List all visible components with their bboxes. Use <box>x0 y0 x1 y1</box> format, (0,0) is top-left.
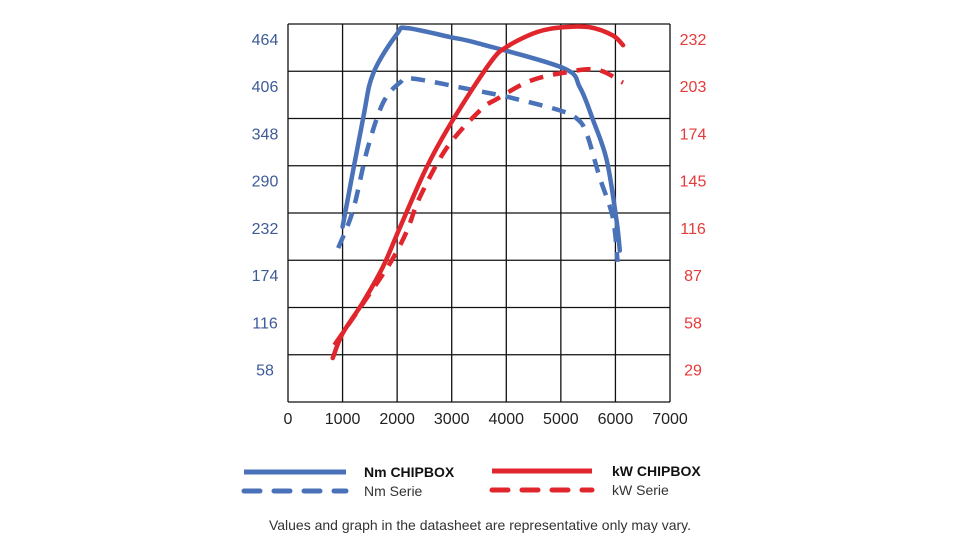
right-y-tick-label: 232 <box>680 32 707 49</box>
x-tick-label: 5000 <box>543 411 579 428</box>
left-y-tick-label: 232 <box>252 221 279 238</box>
left-y-tick-label: 174 <box>252 268 279 285</box>
left-y-tick-label: 116 <box>252 315 278 332</box>
right-y-tick-label: 87 <box>684 268 702 285</box>
series-line-nm-chipbox <box>340 25 623 253</box>
right-y-tick-label: 29 <box>684 363 702 380</box>
legend-label-nm-chipbox: Nm CHIPBOX <box>364 464 455 480</box>
right-y-tick-label: 116 <box>680 221 706 238</box>
series-line-kw-chipbox <box>330 24 626 361</box>
left-y-tick-label: 58 <box>256 363 274 380</box>
right-y-tick-label: 58 <box>684 315 702 332</box>
legend-label-nm-serie: Nm Serie <box>364 483 423 499</box>
footnote: Values and graph in the datasheet are re… <box>269 517 691 533</box>
right-y-tick-label: 203 <box>680 79 707 96</box>
grid <box>287 23 671 403</box>
x-tick-label: 0 <box>284 411 293 428</box>
x-tick-label: 4000 <box>488 411 524 428</box>
series-line-kw-serie <box>332 66 625 347</box>
x-tick-label: 6000 <box>598 411 634 428</box>
x-tick-label: 7000 <box>652 411 688 428</box>
left-y-tick-label: 464 <box>252 32 279 49</box>
legend: Nm CHIPBOX Nm Serie kW CHIPBOX kW Serie <box>241 463 701 499</box>
left-y-tick-label: 406 <box>252 79 279 96</box>
left-y-tick-label: 290 <box>252 174 279 191</box>
left-y-tick-label: 348 <box>252 126 279 143</box>
series-line-nm-serie <box>336 75 620 263</box>
right-y-tick-label: 174 <box>680 126 707 143</box>
legend-label-kw-serie: kW Serie <box>612 482 669 498</box>
x-tick-label: 1000 <box>325 411 361 428</box>
legend-label-kw-chipbox: kW CHIPBOX <box>612 463 701 479</box>
tick-labels: 0 1000 2000 3000 4000 5000 6000 7000 464 406 348 29… <box>252 32 707 428</box>
curves <box>330 24 626 361</box>
x-tick-label: 2000 <box>379 411 415 428</box>
right-y-tick-label: 145 <box>680 174 707 191</box>
x-tick-label: 3000 <box>434 411 470 428</box>
